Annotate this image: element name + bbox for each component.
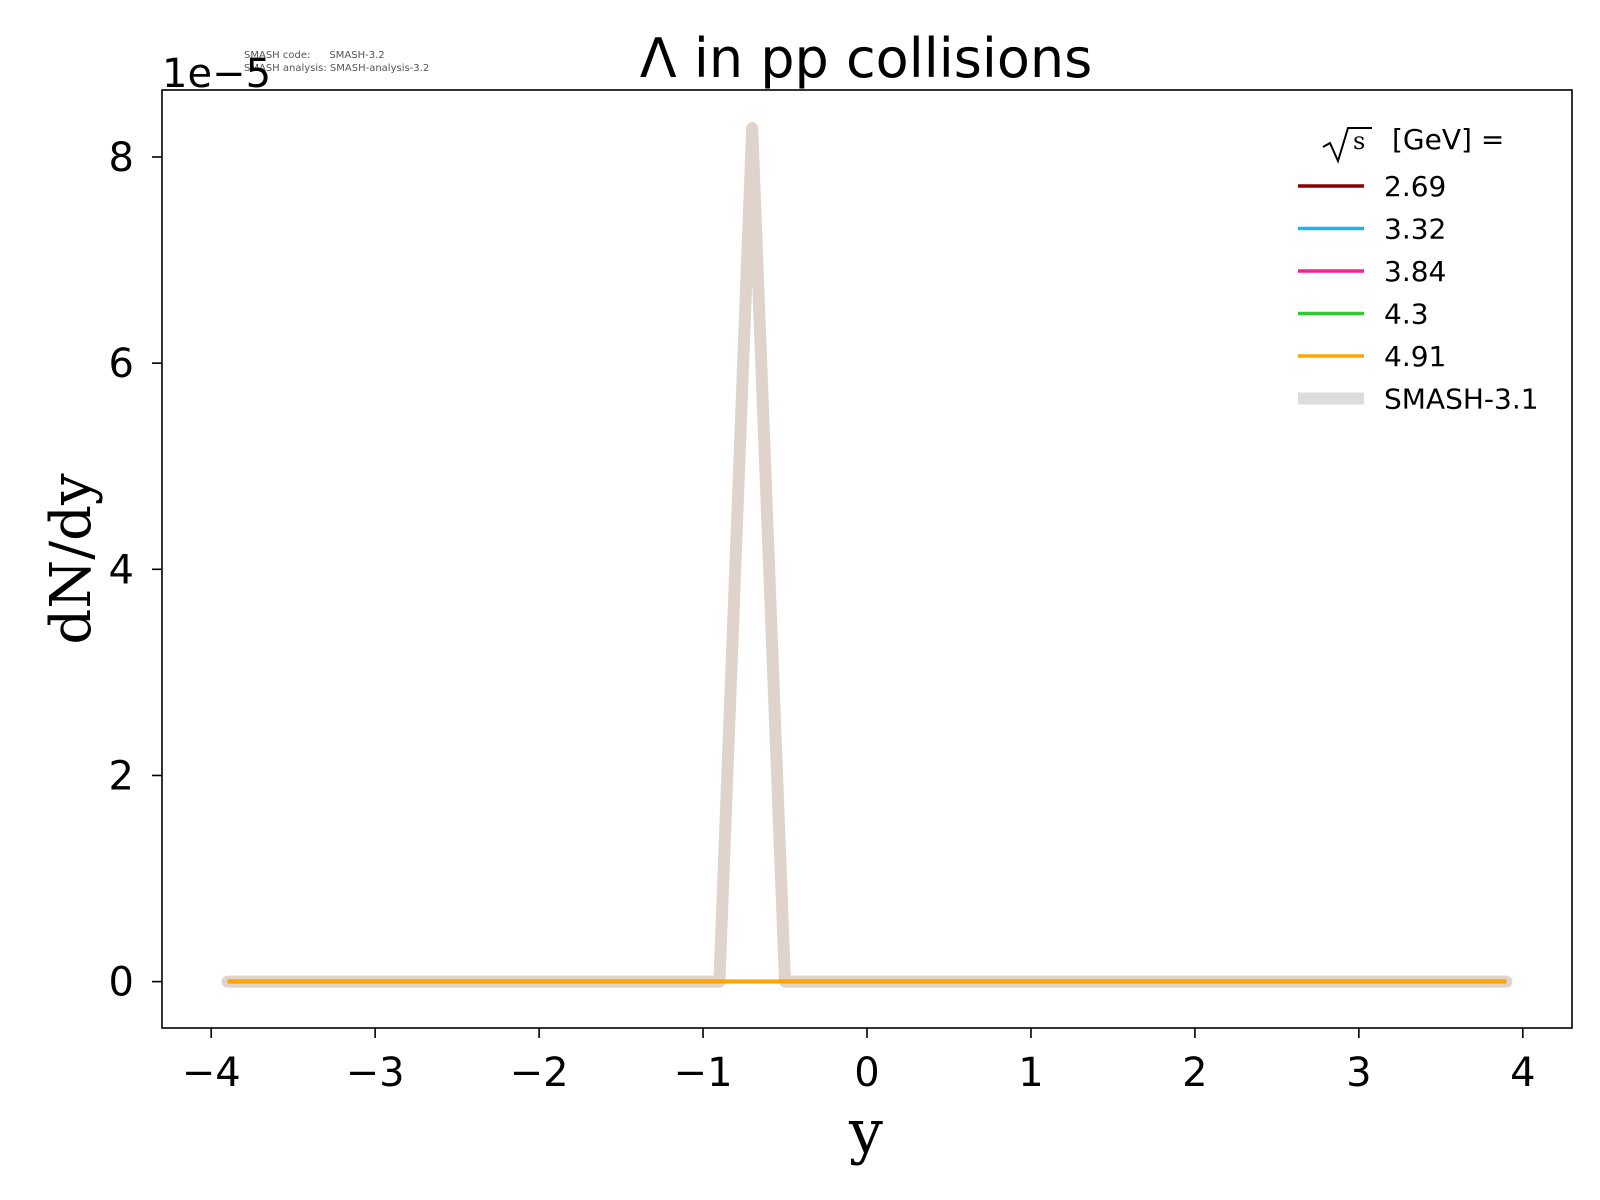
legend-items: 2.69 3.32 3.84 4.3 4.91 SMASH-3.1: [1298, 170, 1539, 416]
x-axis-label: y: [848, 1097, 883, 1167]
y-tick-label: 6: [109, 341, 134, 387]
legend-label: 3.32: [1384, 213, 1446, 246]
plot-area: [221, 122, 1513, 988]
legend-label: 2.69: [1384, 170, 1446, 203]
y-axis: 0 2 4 6 8: [109, 135, 162, 1006]
x-tick-label: 0: [854, 1050, 879, 1096]
legend: s [GeV] = 2.69 3.32 3.84 4.3 4.91 SMASH-3.1: [1298, 123, 1539, 416]
x-tick-label: 2: [1182, 1050, 1207, 1096]
legend-label: 4.3: [1384, 298, 1429, 331]
x-tick-label: −4: [182, 1050, 241, 1096]
legend-title: [GeV] =: [1392, 123, 1504, 156]
y-tick-label: 8: [109, 135, 134, 181]
radical-sign: [1322, 127, 1372, 164]
y-tick-label: 4: [109, 547, 134, 593]
x-tick-label: −1: [674, 1050, 733, 1096]
y-axis-label: dN/dy: [39, 473, 104, 645]
x-tick-label: 1: [1018, 1050, 1043, 1096]
x-axis: −4 −3 −2 −1 0 1 2 3 4: [182, 1028, 1536, 1096]
legend-label: 3.84: [1384, 255, 1446, 288]
x-tick-label: −2: [510, 1050, 569, 1096]
y-tick-label: 2: [109, 753, 134, 799]
chart-title: Λ in pp collisions: [640, 27, 1093, 90]
legend-title-root: s: [1353, 127, 1365, 155]
x-tick-label: 4: [1510, 1050, 1535, 1096]
legend-label: 4.91: [1384, 340, 1446, 373]
y-tick-label: 0: [109, 960, 134, 1006]
x-tick-label: 3: [1346, 1050, 1371, 1096]
x-tick-label: −3: [346, 1050, 405, 1096]
annotation-line-2: SMASH analysis: SMASH-analysis-3.2: [244, 63, 429, 74]
legend-label: SMASH-3.1: [1384, 383, 1539, 416]
annotation-line-1: SMASH code: SMASH-3.2: [244, 50, 385, 61]
sqrt-s-symbol: s: [1322, 127, 1372, 164]
